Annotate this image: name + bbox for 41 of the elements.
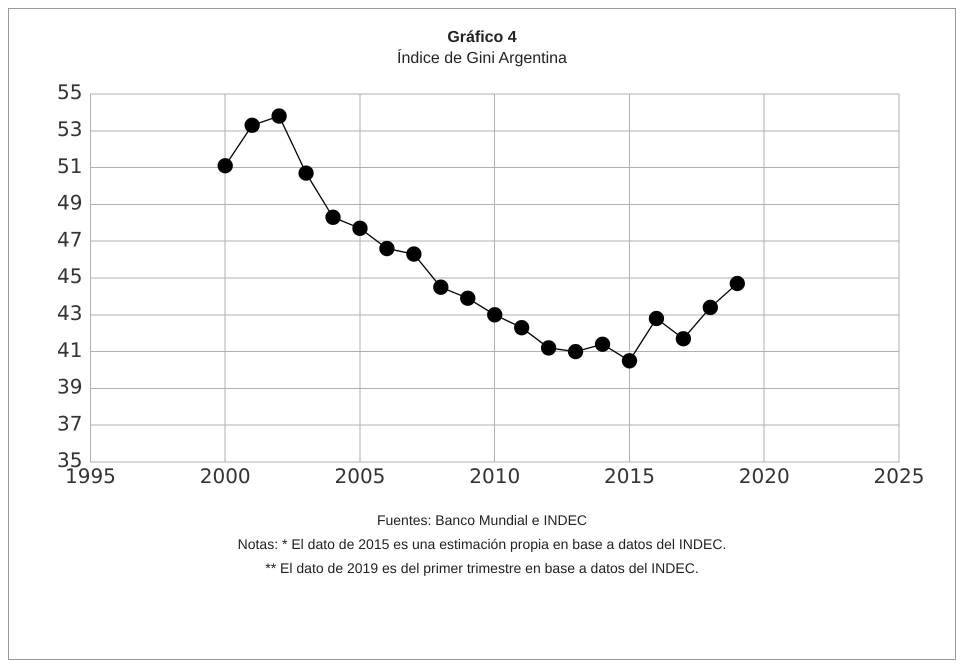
point [433,280,448,295]
y-tick-label: 51 [56,154,82,178]
x-tick-label: 2010 [469,464,520,488]
point [244,118,260,133]
y-tick-label: 47 [56,227,82,252]
point [352,220,368,236]
point [676,331,692,346]
point [594,336,610,352]
x-tick-label: 2025 [874,464,924,488]
y-tick-label: 37 [56,411,82,436]
y-tick-label: 41 [56,338,82,362]
y-tick-label: 45 [56,264,82,288]
point [702,300,718,316]
x-tick-label: 2005 [334,464,386,488]
source-note: Fuentes: Banco Mundial e INDEC [376,511,588,530]
point [514,320,530,336]
chart-title: Gráfico 4 [446,29,518,47]
point [379,240,395,256]
point [568,344,584,360]
point [730,276,745,292]
point [622,353,638,368]
x-tick-label: 2020 [738,464,790,488]
chart-subtitle: Índice de Gini Argentina [396,50,568,68]
x-tick-label: 2000 [200,464,251,488]
point [540,340,556,356]
y-tick-label: 49 [56,190,82,215]
text: Notas: * El dato de 2015 es una estimación propia en base a datos del INDEC. [236,535,728,554]
point [298,165,314,181]
text: ** El dato de 2019 es del primer trimestre en base a datos del INDEC. [264,559,700,578]
point [218,158,233,174]
y-tick-label: 39 [56,374,82,399]
point [406,246,422,262]
point [648,310,664,326]
point [325,210,341,225]
point [460,290,476,306]
x-tick-label: 2015 [604,464,655,488]
y-tick-label: 53 [56,117,82,142]
point [487,307,502,322]
y-tick-label: 43 [56,301,82,326]
y-tick-label: 55 [56,80,82,104]
point [271,108,287,124]
